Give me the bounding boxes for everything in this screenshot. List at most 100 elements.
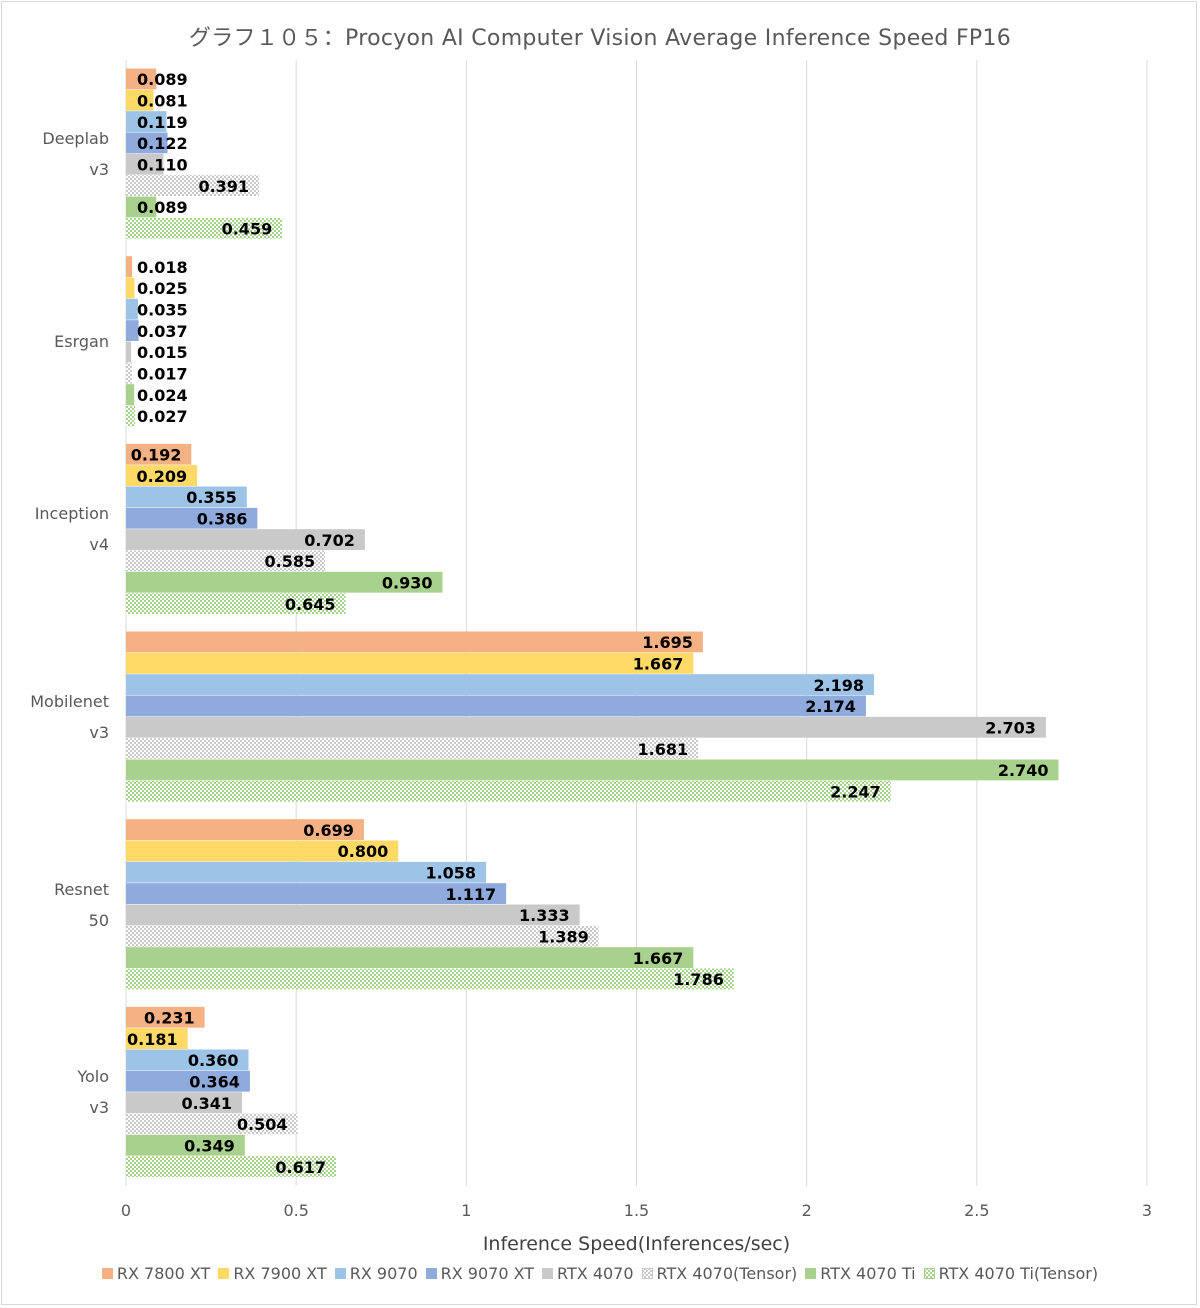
legend-swatch [641,1268,653,1279]
bar [126,405,136,427]
data-label: 0.089 [137,70,188,89]
bar [126,780,891,802]
data-label: 0.645 [285,595,336,614]
legend-swatch [218,1268,230,1279]
data-label: 0.459 [222,220,273,239]
category-label: v3 [89,1098,109,1118]
bar [126,196,157,218]
bar [126,904,580,926]
x-tick-label: 2 [802,1201,812,1220]
bar [126,1028,188,1049]
legend-label: RX 7800 XT [116,1264,211,1283]
data-label: 0.360 [188,1051,239,1070]
data-label: 1.389 [538,928,589,947]
x-tick-label: 0 [121,1201,131,1220]
legend-label: RTX 4070(Tensor) [656,1264,798,1283]
data-label: 0.800 [338,842,389,861]
category-label: v4 [89,535,109,555]
bar [126,277,135,299]
data-label: 2.174 [805,697,856,716]
bar [126,132,168,154]
bar [126,175,260,196]
data-label: 0.081 [137,92,188,111]
data-label: 2.740 [998,761,1049,780]
bar [126,695,866,717]
category-label: Inception [34,504,109,524]
category-label: v3 [89,722,109,742]
legend-item: RX 7800 XT [101,1264,211,1283]
data-label: 0.209 [137,467,188,486]
data-label: 0.181 [127,1030,178,1049]
data-label: 0.122 [137,134,188,153]
data-label: 0.035 [137,301,188,320]
bar [126,593,346,614]
bar [126,947,694,968]
legend-item: RX 9070 XT [425,1264,534,1283]
bar [126,883,507,904]
data-label: 1.695 [642,633,693,652]
category-label: Yolo [77,1067,109,1087]
bar [126,153,164,175]
x-axis-label: Inference Speed(Inferences/sec) [482,1233,791,1255]
data-label: 0.110 [137,156,188,175]
data-label: 2.247 [830,783,881,802]
bar [126,68,157,90]
data-label: 0.015 [137,343,188,362]
bar [126,341,132,363]
bar [126,819,364,840]
bar [126,925,599,947]
legend-label: RTX 4070 [557,1264,634,1283]
category-label: v3 [89,159,109,179]
bar [126,298,138,320]
legend-swatch [923,1268,935,1279]
bar [126,550,326,572]
x-tick-label: 0.5 [283,1201,308,1220]
data-label: 1.681 [637,740,688,759]
data-label: 0.027 [137,407,188,426]
data-label: 0.930 [382,574,433,593]
bar [126,486,247,508]
data-label: 1.667 [633,949,684,968]
legend-swatch [805,1268,817,1279]
data-label: 0.585 [264,552,315,571]
legend-item: RTX 4070 [542,1264,634,1283]
data-label: 1.058 [425,864,476,883]
bar [126,256,133,277]
bar [126,1134,245,1156]
bar [126,1049,249,1071]
data-label: 0.017 [137,365,188,384]
bar [126,861,487,883]
bar [126,738,699,759]
legend-swatch [101,1268,113,1279]
bar [126,1156,336,1177]
legend-label: RX 9070 [349,1264,418,1283]
category-label: Mobilenet [30,691,109,711]
legend-item: RX 9070 [334,1264,418,1283]
data-label: 0.025 [137,279,188,298]
data-label: 1.786 [673,970,724,989]
data-label: 0.391 [198,177,249,196]
data-label: 0.355 [186,488,237,507]
data-label: 2.703 [985,719,1036,738]
bar [126,111,167,132]
data-label: 0.349 [184,1137,235,1156]
bar [126,217,283,239]
data-label: 0.504 [237,1115,288,1134]
bar [126,759,1059,781]
bar [126,1092,243,1113]
x-tick-label: 1 [461,1201,471,1220]
legend-item: RTX 4070 Ti(Tensor) [923,1264,1098,1283]
bar [126,507,258,529]
category-label: 50 [88,910,109,930]
legend-item: RTX 4070 Ti [805,1264,916,1283]
bar [126,1006,205,1028]
data-label: 1.333 [519,906,570,925]
legend-swatch [425,1268,437,1279]
bar [126,674,875,695]
data-label: 0.089 [137,198,188,217]
bar [126,384,135,405]
data-label: 0.341 [181,1094,232,1113]
bar [126,716,1046,738]
